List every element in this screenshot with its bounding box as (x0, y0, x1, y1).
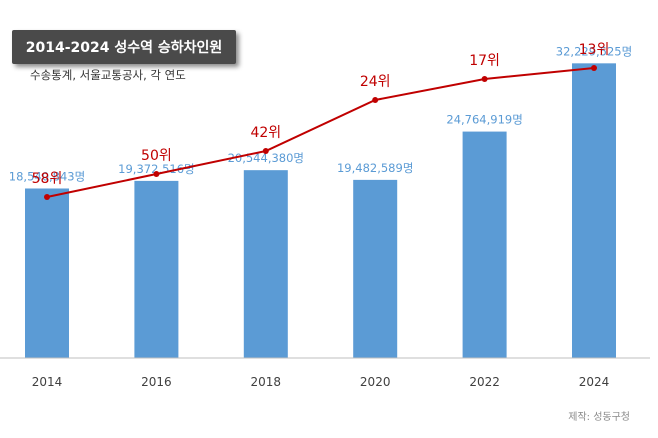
rank-label-2016: 50위 (141, 148, 172, 164)
bar-label-2022: 24,764,919명 (446, 113, 522, 127)
bar-2016 (134, 180, 179, 358)
rank-point-2018 (262, 148, 269, 154)
rank-labels-group: 58위 50위 42위 24위 17위 13위 (32, 42, 610, 187)
credit-text: 제작: 성동구청 (568, 412, 630, 423)
bar-2022 (462, 131, 507, 358)
rank-point-2016 (153, 171, 160, 177)
chart-subtitle: 수송통계, 서울교통공사, 각 연도 (30, 68, 186, 82)
rank-line (46, 67, 595, 198)
bar-2014 (25, 188, 69, 358)
bar-2018 (243, 170, 288, 358)
x-tick-label-2022: 2022 (469, 375, 500, 389)
rank-label-2014: 58위 (32, 171, 63, 187)
rank-points-group (44, 65, 597, 200)
x-tick-label-2016: 2016 (141, 375, 172, 389)
x-tick-label-2014: 2014 (32, 375, 63, 389)
rank-label-2024: 13위 (579, 42, 610, 58)
rank-point-2022 (481, 76, 488, 82)
x-tick-labels-group: 2014 2016 2018 2020 2022 2024 (32, 375, 610, 389)
rank-label-2022: 17위 (469, 53, 500, 69)
bar-label-2020: 19,482,589명 (337, 161, 413, 175)
bar-label-2016: 19,372,516명 (118, 162, 194, 176)
x-tick-label-2020: 2020 (360, 375, 391, 389)
bar-label-2024: 32,229,525명 (556, 44, 632, 58)
rank-label-2018: 42위 (250, 125, 281, 141)
bar-labels-group: 18,540,843명19,372,516명20,544,380명19,482,… (9, 44, 632, 183)
bar-2020 (353, 179, 398, 358)
rank-point-2014 (44, 194, 50, 200)
bars-group (25, 63, 616, 359)
chart-title: 2014-2024 성수역 승하차인원 (12, 30, 236, 64)
x-tick-label-2024: 2024 (579, 375, 610, 389)
rank-point-2020 (372, 97, 379, 103)
rank-label-2020: 24위 (360, 74, 391, 90)
bar-label-2014: 18,540,843명 (9, 169, 85, 183)
rank-point-2024 (591, 65, 597, 71)
bar-2024 (572, 63, 616, 359)
x-tick-label-2018: 2018 (251, 375, 282, 389)
